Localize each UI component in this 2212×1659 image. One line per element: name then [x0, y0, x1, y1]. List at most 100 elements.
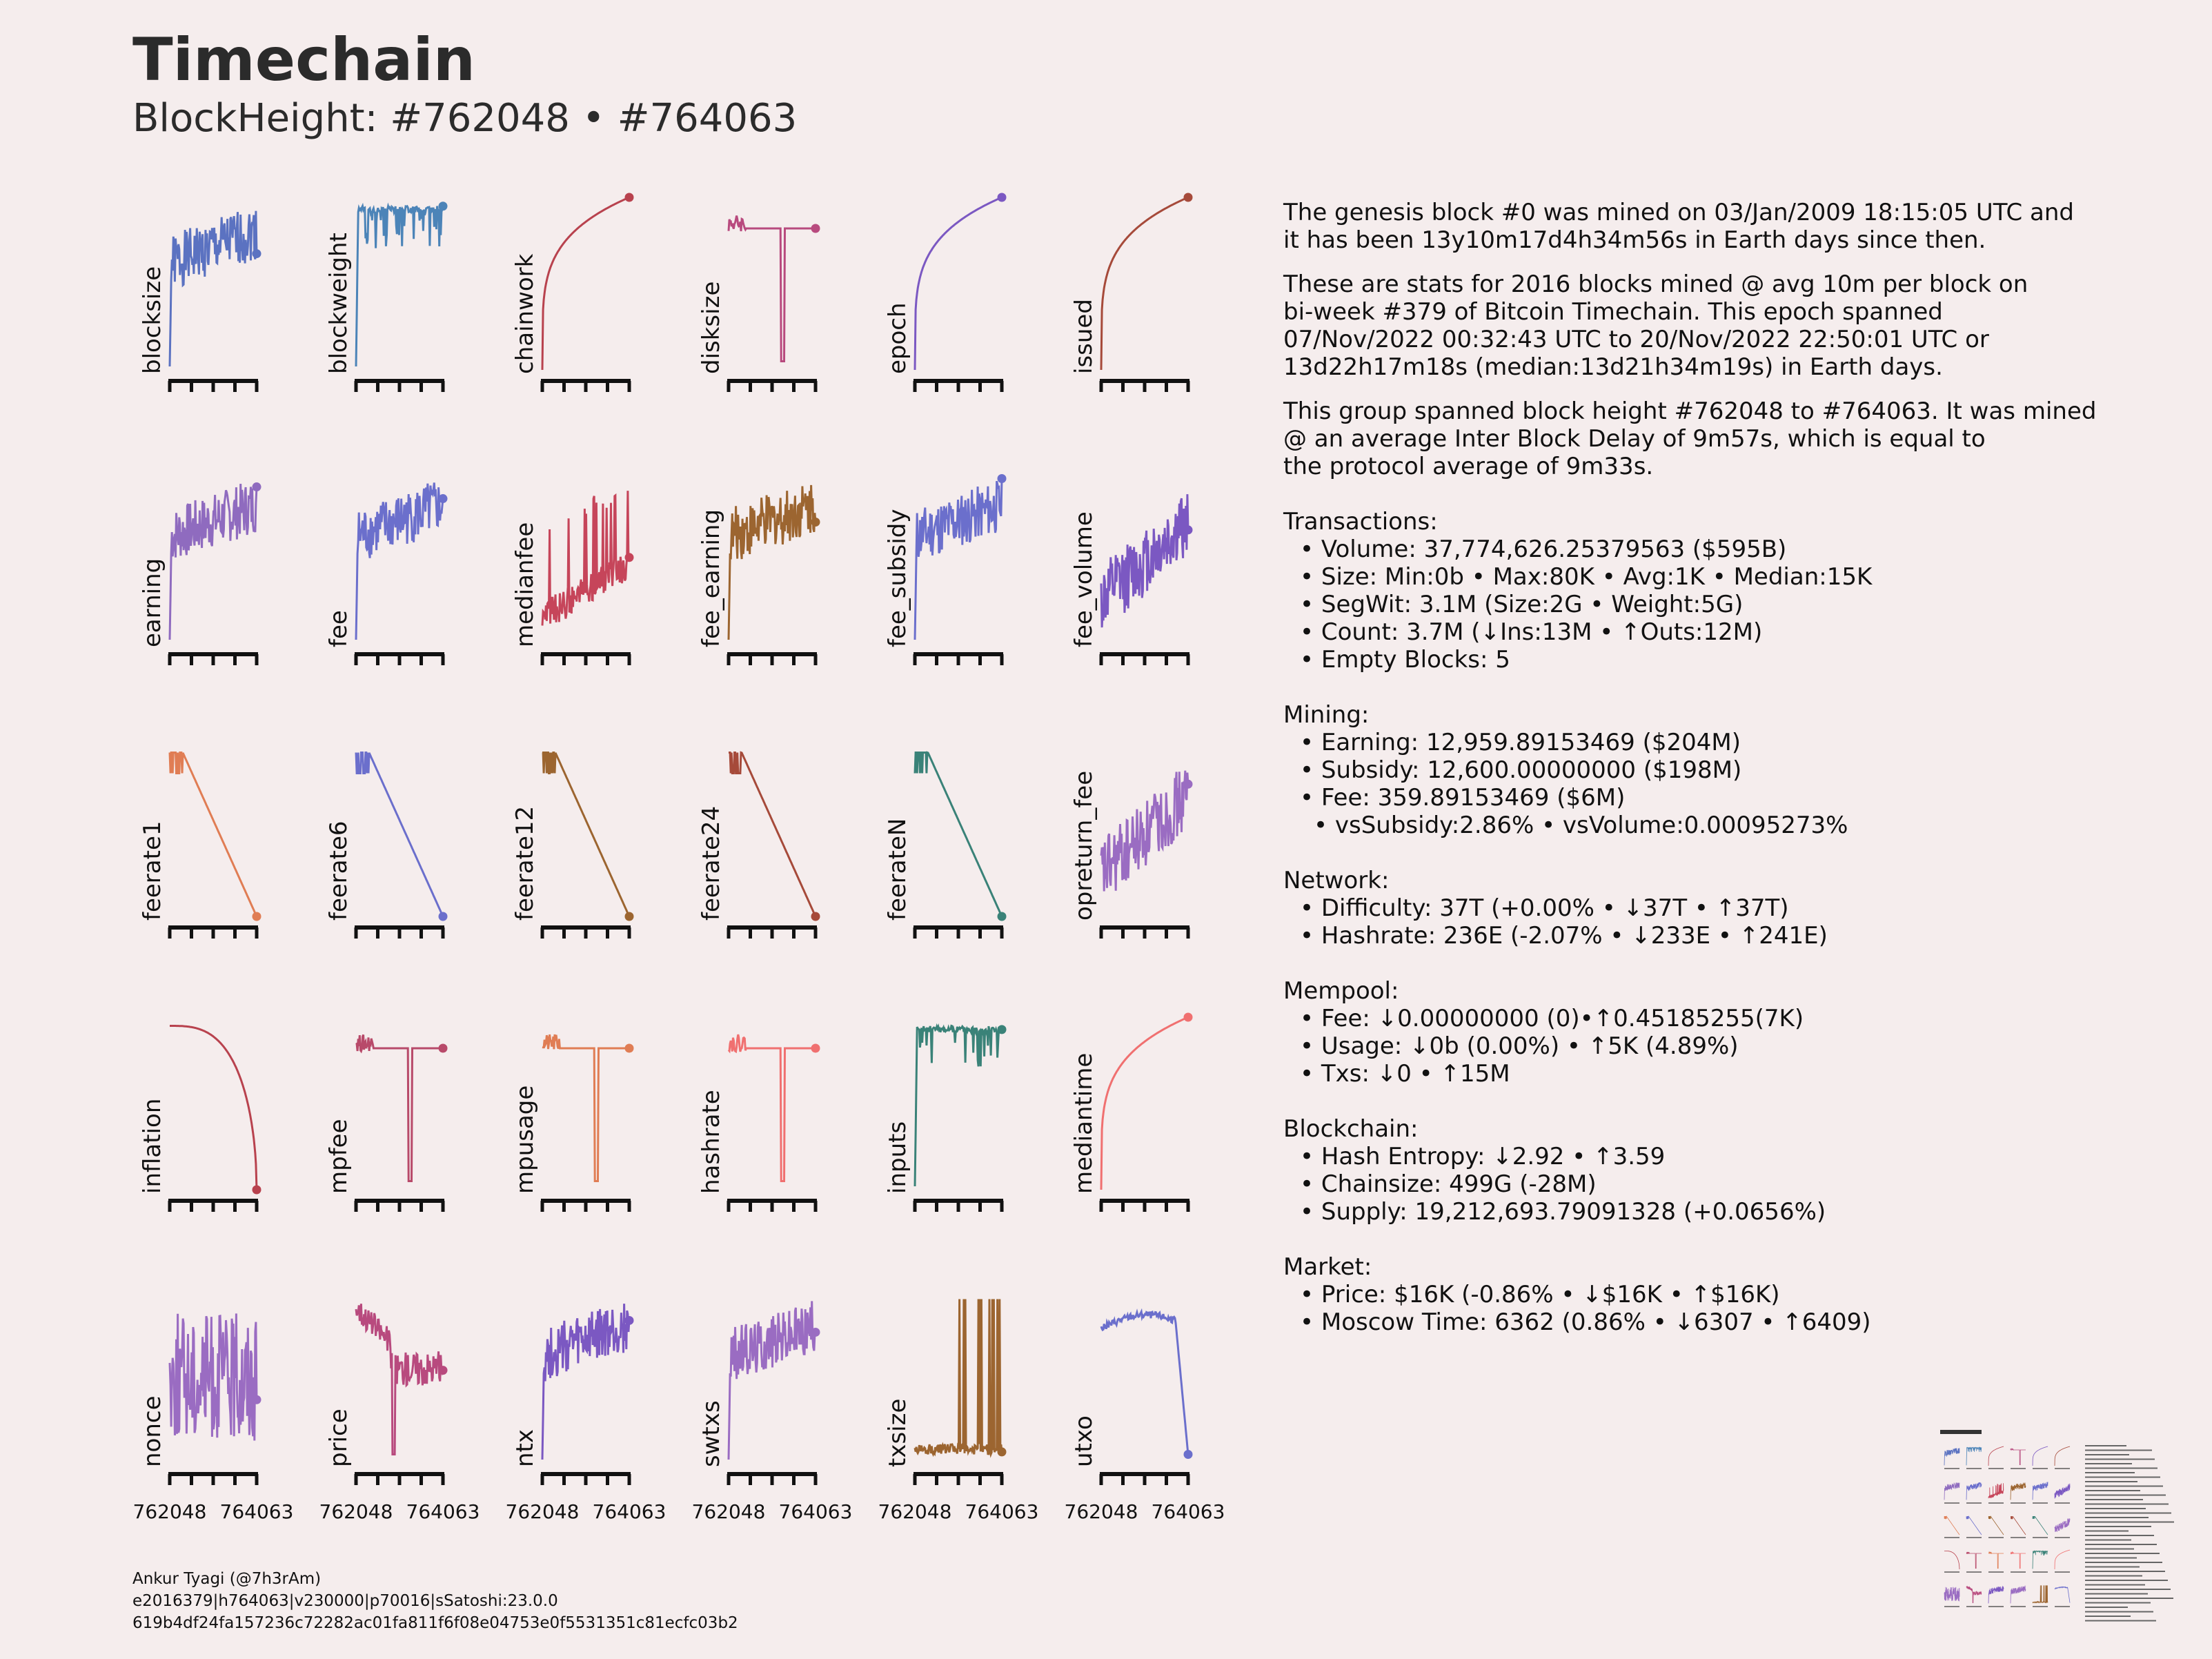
- thumbnail-text-line: [2085, 1575, 2142, 1577]
- panel-label: feerateN: [884, 818, 911, 921]
- stat-item: • Hashrate: 236E (-2.07% • ↓233E • ↑241E…: [1300, 922, 1828, 950]
- fee_earning-last-point: [811, 518, 820, 527]
- thumbnail-panel: [2010, 1482, 2026, 1500]
- hashrate-series-line: [727, 1034, 816, 1182]
- chainwork-last-point: [624, 193, 634, 202]
- stat-item: • vsSubsidy:2.86% • vsVolume:0.00095273%: [1314, 812, 1848, 839]
- utxo-series-line: [1100, 1308, 1189, 1455]
- footer-author: Ankur Tyagi (@7h3rAm): [132, 1570, 322, 1588]
- panel-utxo: utxo 762048 764063: [1065, 1308, 1225, 1523]
- panel-label: hashrate: [698, 1090, 725, 1194]
- stat-item: • Empty Blocks: 5: [1300, 646, 1510, 674]
- panel-label: mpfee: [325, 1119, 353, 1194]
- thumbnail-text-line: [2085, 1548, 2134, 1550]
- panel-label: feerate6: [325, 821, 353, 921]
- x-tick-label: 764063: [1152, 1500, 1225, 1523]
- thumbnail-text-line: [2085, 1476, 2160, 1478]
- thumbnail-panel: [2032, 1585, 2048, 1604]
- panel-nonce: nonce 762048 764063: [133, 1313, 294, 1523]
- thumbnail-text-line: [2085, 1512, 2171, 1514]
- panel-label: feerate12: [511, 806, 539, 921]
- thumbnail-text-line: [2085, 1463, 2132, 1464]
- thumbnail-text-line: [2085, 1557, 2137, 1559]
- panel-fee: fee: [325, 482, 448, 665]
- panel-label: price: [325, 1408, 353, 1467]
- panel-label: fee_earning: [698, 509, 725, 647]
- thumbnail-panel: [1966, 1446, 1982, 1466]
- thumbnail-title-bar: [1940, 1430, 1982, 1434]
- paragraph-line: 13d22h17m18s (median:13d21h34m19s) in Ea…: [1283, 353, 1943, 381]
- panel-label: feerate24: [698, 806, 725, 921]
- thumbnail-panel: [1944, 1551, 1960, 1570]
- panel-label: feerate1: [139, 821, 166, 921]
- thumbnail-panel: [2054, 1483, 2071, 1499]
- thumbnail-text-line: [2085, 1490, 2140, 1491]
- panel-label: txsize: [884, 1399, 911, 1467]
- thumbnail-text-line: [2085, 1445, 2126, 1446]
- swtxs-last-point: [811, 1327, 820, 1337]
- thumbnail-panel: [1966, 1482, 1982, 1500]
- panel-label: medianfee: [511, 522, 539, 647]
- page-subtitle: BlockHeight: #762048 • #764063: [132, 96, 798, 141]
- panel-price: price 762048 764063: [319, 1304, 480, 1523]
- feerate6-series-line: [355, 752, 444, 917]
- panel-label: utxo: [1070, 1415, 1098, 1467]
- thumbnail-text-line: [2085, 1616, 2131, 1617]
- intro-paragraph: This group spanned block height #762048 …: [1283, 397, 2180, 480]
- stat-item: • Volume: 37,774,626.25379563 ($595B): [1300, 536, 1787, 563]
- thumbnail-text-line: [2085, 1607, 2128, 1608]
- fee_volume-series-line: [1100, 494, 1189, 628]
- intro-paragraph: The genesis block #0 was mined on 03/Jan…: [1283, 199, 2180, 254]
- panel-label: earning: [139, 558, 166, 647]
- stat-item: • Supply: 19,212,693.79091328 (+0.0656%): [1300, 1198, 1826, 1226]
- paragraph-line: @ an average Inter Block Delay of 9m57s,…: [1283, 425, 1986, 453]
- feerate6-last-point: [438, 912, 448, 921]
- disksize-last-point: [811, 224, 820, 233]
- price-last-point: [438, 1366, 448, 1375]
- thumbnail-text-line: [2085, 1589, 2171, 1590]
- panel-feerate1: feerate1: [139, 752, 261, 939]
- x-tick-label: 764063: [220, 1500, 294, 1523]
- section-title: Network:: [1283, 867, 1390, 894]
- thumbnail-panel: [2010, 1585, 2026, 1604]
- stats-section: Transactions: • Volume: 37,774,626.253795…: [1283, 508, 2180, 674]
- x-tick-label: 762048: [692, 1500, 766, 1523]
- epoch-series-line: [914, 196, 1003, 371]
- issued-last-point: [1183, 193, 1193, 202]
- thumbnail-text-line: [2085, 1508, 2146, 1509]
- disksize-series-line: [727, 215, 816, 362]
- txsize-series-line: [914, 1299, 1003, 1458]
- panel-label: disksize: [698, 282, 725, 374]
- mpfee-last-point: [438, 1043, 448, 1053]
- issued-series-line: [1100, 196, 1189, 371]
- blocksize-last-point: [252, 249, 261, 259]
- panel-medianfee: medianfee: [511, 491, 634, 665]
- medianfee-series-line: [541, 491, 631, 626]
- thumbnail-panel: [2054, 1586, 2071, 1603]
- panel-mpfee: mpfee: [325, 1034, 448, 1212]
- price-series-line: [355, 1304, 444, 1455]
- x-tick-label: 764063: [406, 1500, 480, 1523]
- opreturn_fee-series-line: [1100, 770, 1189, 892]
- inflation-last-point: [252, 1185, 261, 1195]
- paragraph-line: 07/Nov/2022 00:32:43 UTC to 20/Nov/2022 …: [1283, 326, 1989, 353]
- panel-blocksize: blocksize: [139, 210, 261, 392]
- small-multiples-chart: blocksize blockweight chainwork disksize epo…: [133, 193, 1225, 1523]
- mpusage-series-line: [542, 1034, 629, 1182]
- paragraph-line: This group spanned block height #762048 …: [1283, 397, 2097, 425]
- panel-label: ntx: [511, 1429, 539, 1467]
- utxo-last-point: [1183, 1450, 1193, 1459]
- x-tick-label: 762048: [1065, 1500, 1138, 1523]
- thumbnail-panel: [1966, 1551, 1982, 1569]
- stat-item: • Size: Min:0b • Max:80K • Avg:1K • Medi…: [1300, 563, 1873, 591]
- thumbnail-panel: [1988, 1515, 2004, 1535]
- panel-label: mpusage: [511, 1086, 539, 1194]
- thumbnail-text-line: [2085, 1593, 2148, 1595]
- panel-inputs: inputs: [884, 1023, 1007, 1212]
- panel-label: fee_subsidy: [884, 509, 911, 647]
- stat-item: • Hash Entropy: ↓2.92 • ↑3.59: [1300, 1143, 1666, 1170]
- thumbnail-text-line: [2085, 1562, 2162, 1563]
- fee_subsidy-last-point: [997, 474, 1007, 484]
- feerateN-series-line: [914, 751, 1003, 917]
- feerate1-last-point: [252, 912, 261, 921]
